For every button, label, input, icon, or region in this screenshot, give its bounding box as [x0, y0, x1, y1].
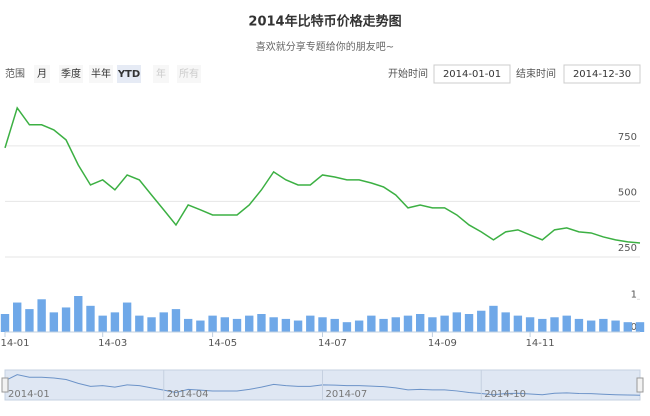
volume-bar	[586, 320, 596, 332]
volume-bar	[415, 314, 425, 332]
range-button-bg[interactable]	[59, 65, 83, 83]
y-tick-label: 750	[618, 132, 637, 143]
volume-bar	[293, 320, 303, 332]
range-label: 范围	[5, 67, 25, 80]
x-tick-label: 14-07	[318, 338, 347, 349]
volume-bar	[525, 317, 535, 332]
volume-bar	[171, 309, 181, 332]
volume-bar	[122, 302, 132, 332]
start-date[interactable]: 2014-01-01	[443, 69, 501, 80]
x-tick-label: 14-09	[428, 338, 457, 349]
range-button: 年	[156, 67, 166, 80]
volume-bar	[391, 317, 400, 332]
volume-bar	[330, 318, 339, 332]
range-button-bg[interactable]	[34, 65, 50, 83]
volume-bar	[245, 315, 254, 332]
volume-bar	[538, 318, 547, 332]
volume-bar	[74, 296, 83, 332]
volume-bar	[562, 315, 571, 332]
volume-bar	[86, 305, 95, 332]
volume-bar	[37, 299, 46, 332]
chart-title: 2014年比特币价格走势图	[248, 14, 401, 30]
range-button[interactable]: 半年	[91, 67, 111, 80]
navigator-handle[interactable]	[1, 377, 9, 393]
range-button[interactable]: 季度	[61, 67, 81, 80]
volume-bar	[232, 318, 242, 332]
volume-bar	[611, 320, 620, 332]
x-tick-label: 14-03	[98, 338, 127, 349]
volume-bar	[135, 315, 144, 332]
volume-bar	[489, 305, 498, 332]
volume-bar	[220, 317, 230, 332]
price-line	[4, 106, 641, 244]
navigator-label: 2014-04	[167, 389, 209, 400]
volume-bar	[49, 312, 59, 332]
volume-bar	[281, 318, 291, 332]
volume-bar	[318, 317, 327, 332]
volume-bar	[110, 312, 120, 332]
start-input[interactable]	[433, 64, 511, 84]
y-tick-label: 250	[618, 243, 637, 254]
y-tick-label: 500	[618, 187, 637, 198]
volume-bar	[196, 320, 205, 332]
x-tick-label: 14-11	[526, 338, 555, 349]
volume-bar	[269, 317, 278, 332]
volume-bar	[428, 317, 437, 332]
navigator-label: 2014-07	[326, 389, 368, 400]
y-tick-label: 1	[631, 289, 637, 300]
navigator-label: 2014-10	[484, 389, 526, 400]
volume-bar	[342, 322, 352, 332]
volume-bar	[501, 312, 510, 332]
range-button[interactable]: 月	[37, 68, 47, 80]
range-button[interactable]: YTD	[117, 69, 140, 80]
range-button-bg[interactable]	[117, 65, 141, 83]
volume-bar	[354, 320, 364, 332]
volume-bar	[440, 315, 449, 332]
navigator-handle[interactable]	[636, 377, 644, 393]
volume-bar	[635, 322, 645, 332]
volume-bar	[574, 318, 584, 332]
range-button-bg	[177, 65, 201, 83]
volume-bar	[477, 310, 486, 332]
volume-bar	[257, 314, 266, 332]
y-tick-label: 0	[631, 322, 637, 333]
volume-bar	[599, 318, 608, 332]
volume-bar	[306, 315, 315, 332]
volume-bar	[61, 307, 71, 332]
range-button-bg[interactable]	[89, 65, 113, 83]
end-input[interactable]	[563, 64, 641, 84]
range-button-bg	[153, 65, 169, 83]
volume-bar	[403, 315, 413, 332]
volume-bar	[452, 312, 462, 332]
volume-bar	[379, 318, 388, 332]
chart-subtitle: 喜欢就分享专题给你的朋友吧~	[256, 40, 394, 53]
volume-bar	[25, 309, 34, 332]
volume-bar	[623, 322, 632, 332]
volume-bar	[513, 315, 523, 332]
volume-bar	[0, 314, 10, 332]
volume-bar	[183, 318, 193, 332]
end-date[interactable]: 2014-12-30	[573, 69, 631, 80]
volume-bar	[464, 314, 474, 332]
x-tick-label: 14-05	[208, 338, 237, 349]
navigator-label: 2014-01	[8, 389, 50, 400]
volume-bar	[13, 302, 22, 332]
volume-bar	[159, 312, 168, 332]
volume-bar	[208, 315, 217, 332]
end-label: 结束时间	[516, 67, 556, 80]
x-tick-label: 14-01	[0, 338, 29, 349]
start-label: 开始时间	[388, 67, 428, 80]
volume-bar	[550, 317, 559, 332]
volume-bar	[147, 317, 156, 332]
volume-bar	[367, 315, 376, 332]
volume-bar	[98, 315, 107, 332]
range-button: 所有	[179, 67, 199, 80]
